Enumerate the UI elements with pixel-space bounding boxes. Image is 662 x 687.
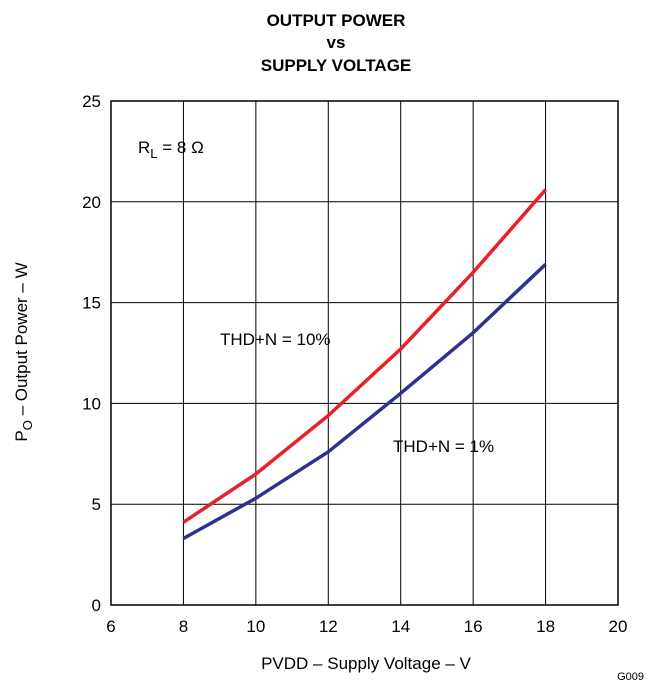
x-tick-label: 10 [246, 617, 265, 636]
x-tick-label: 6 [106, 617, 115, 636]
y-tick-label: 25 [82, 92, 101, 111]
x-tick-label: 20 [609, 617, 628, 636]
y-tick-label: 15 [82, 294, 101, 313]
figure-id: G009 [617, 671, 644, 683]
y-tick-label: 20 [82, 193, 101, 212]
x-tick-label: 18 [536, 617, 555, 636]
series-label-thd-1: THD+N = 1% [393, 437, 494, 456]
series-line-thd-n-1 [182, 263, 547, 541]
data-series [182, 188, 547, 541]
x-axis-label: PVDD – Supply Voltage – V [261, 654, 471, 673]
y-tick-label: 5 [92, 495, 101, 514]
y-tick-label: 10 [82, 394, 101, 413]
series-label-thd-10: THD+N = 10% [220, 330, 331, 349]
x-tick-label: 8 [179, 617, 188, 636]
y-axis-label: PO – Output Power – W [12, 262, 35, 441]
chart-title-line-2: vs [327, 33, 346, 52]
x-tick-label: 16 [464, 617, 483, 636]
load-resistance-annotation: RL = 8 Ω [138, 138, 204, 161]
x-tick-label: 12 [319, 617, 338, 636]
y-tick-label: 0 [92, 596, 101, 615]
x-tick-label: 14 [391, 617, 410, 636]
chart-title-line-1: OUTPUT POWER [267, 11, 406, 30]
plot-frame [110, 100, 619, 606]
series-line-thd-n-10 [182, 188, 547, 524]
grid-lines [111, 101, 618, 605]
chart-title-line-3: SUPPLY VOLTAGE [261, 56, 412, 75]
tick-labels: 6 8 10 12 14 16 18 20 0 5 10 15 20 25 [82, 92, 627, 636]
